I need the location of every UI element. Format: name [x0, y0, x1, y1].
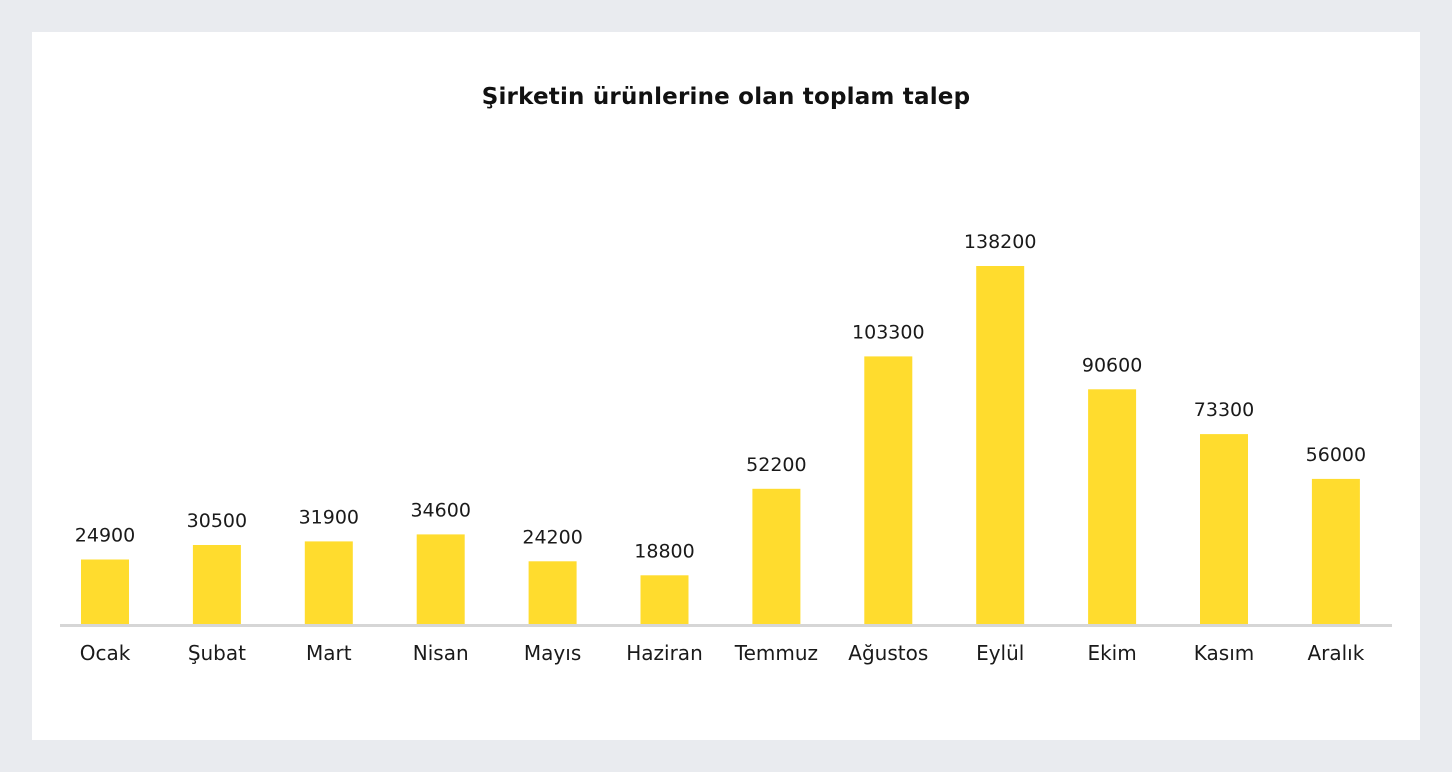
- data-label-7: 103300: [852, 321, 925, 343]
- bar-2: [304, 541, 353, 624]
- bar-3: [416, 534, 465, 624]
- x-tick-label-5: Haziran: [626, 641, 703, 665]
- data-label-1: 30500: [187, 510, 247, 532]
- chart-card: [32, 32, 1420, 740]
- data-label-2: 31900: [299, 506, 359, 528]
- bar-10: [1200, 434, 1248, 624]
- bar-7: [864, 356, 913, 624]
- x-tick-label-7: Ağustos: [848, 641, 928, 665]
- data-label-6: 52200: [746, 454, 806, 476]
- bar-11: [1311, 478, 1360, 624]
- x-tick-label-4: Mayıs: [524, 641, 581, 665]
- data-label-4: 24200: [522, 526, 582, 548]
- data-label-9: 90600: [1082, 354, 1142, 376]
- data-label-8: 138200: [964, 231, 1037, 253]
- x-tick-label-11: Aralık: [1307, 641, 1364, 665]
- x-tick-label-3: Nisan: [413, 641, 469, 665]
- x-tick-label-8: Eylül: [976, 641, 1024, 665]
- data-label-10: 73300: [1194, 399, 1254, 421]
- x-tick-label-2: Mart: [306, 641, 352, 665]
- data-label-11: 56000: [1306, 444, 1366, 466]
- x-tick-label-9: Ekim: [1087, 641, 1136, 665]
- bar-5: [640, 575, 689, 624]
- x-tick-label-6: Temmuz: [734, 641, 818, 665]
- chart-title: Şirketin ürünlerine olan toplam talep: [481, 84, 971, 110]
- bar-9: [1088, 389, 1137, 624]
- bar-6: [752, 488, 801, 624]
- bar-8: [976, 266, 1025, 624]
- x-tick-label-10: Kasım: [1194, 641, 1254, 665]
- bar-0: [81, 559, 129, 624]
- bar-1: [192, 545, 241, 624]
- x-tick-label-1: Şubat: [188, 641, 246, 665]
- data-label-5: 18800: [634, 540, 694, 562]
- bar-4: [528, 561, 577, 624]
- x-tick-label-0: Ocak: [80, 641, 131, 665]
- data-label-0: 24900: [75, 525, 135, 547]
- data-label-3: 34600: [410, 499, 470, 521]
